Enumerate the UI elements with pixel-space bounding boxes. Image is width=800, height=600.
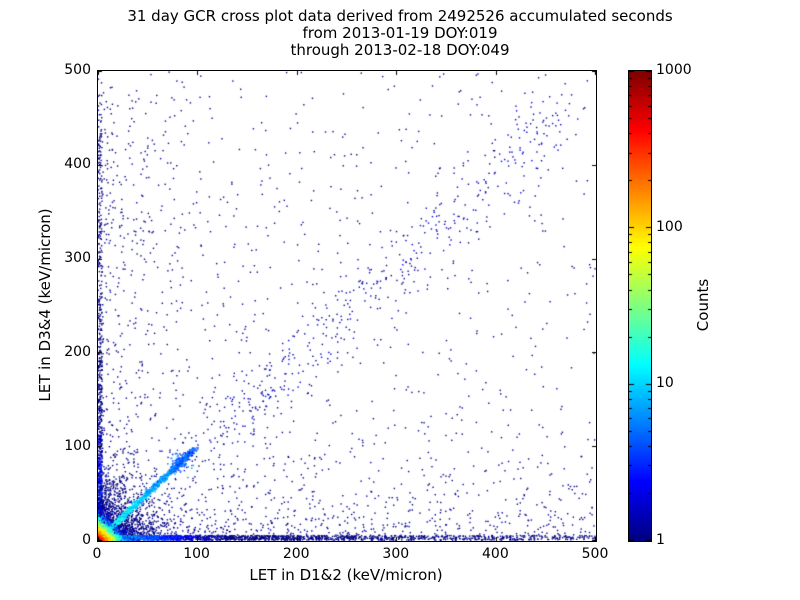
- colorbar-canvas: [629, 71, 651, 541]
- colorbar-tick-label: 10: [656, 375, 674, 392]
- colorbar-tick-label: 1000: [656, 62, 692, 78]
- x-tick-label: 200: [282, 546, 310, 562]
- chart-title-line-2: from 2013-01-19 DOY:019: [302, 24, 498, 42]
- x-tick-label: 0: [92, 546, 102, 562]
- scatter-canvas: [98, 71, 596, 541]
- y-tick-label: 300: [64, 250, 91, 266]
- x-tick-label: 500: [581, 546, 609, 562]
- y-tick-label: 200: [64, 344, 91, 360]
- chart-title-line-1: 31 day GCR cross plot data derived from …: [127, 7, 673, 25]
- colorbar: [628, 70, 652, 542]
- plot-area: [97, 70, 597, 542]
- colorbar-tick-label: 1: [656, 532, 665, 548]
- chart-title: 31 day GCR cross plot data derived from …: [0, 8, 800, 59]
- y-tick-labels: 500 400 300 200 100 0: [47, 62, 91, 548]
- y-tick-label: 500: [64, 62, 91, 78]
- x-tick-label: 300: [382, 546, 410, 562]
- colorbar-tick-labels: 1000 100 10 1: [656, 62, 700, 548]
- colorbar-tick-label: 100: [656, 218, 683, 235]
- x-tick-label: 100: [183, 546, 210, 562]
- colorbar-title: Counts: [694, 278, 712, 332]
- x-tick-label: 400: [482, 546, 509, 562]
- y-tick-label: 0: [82, 532, 91, 548]
- y-tick-label: 400: [64, 156, 91, 172]
- x-tick-labels: 0 100 200 300 400 500: [93, 546, 609, 562]
- chart-title-line-3: through 2013-02-18 DOY:049: [290, 41, 510, 59]
- x-axis-title: LET in D1&2 (keV/micron): [249, 566, 443, 584]
- y-tick-label: 100: [64, 438, 91, 454]
